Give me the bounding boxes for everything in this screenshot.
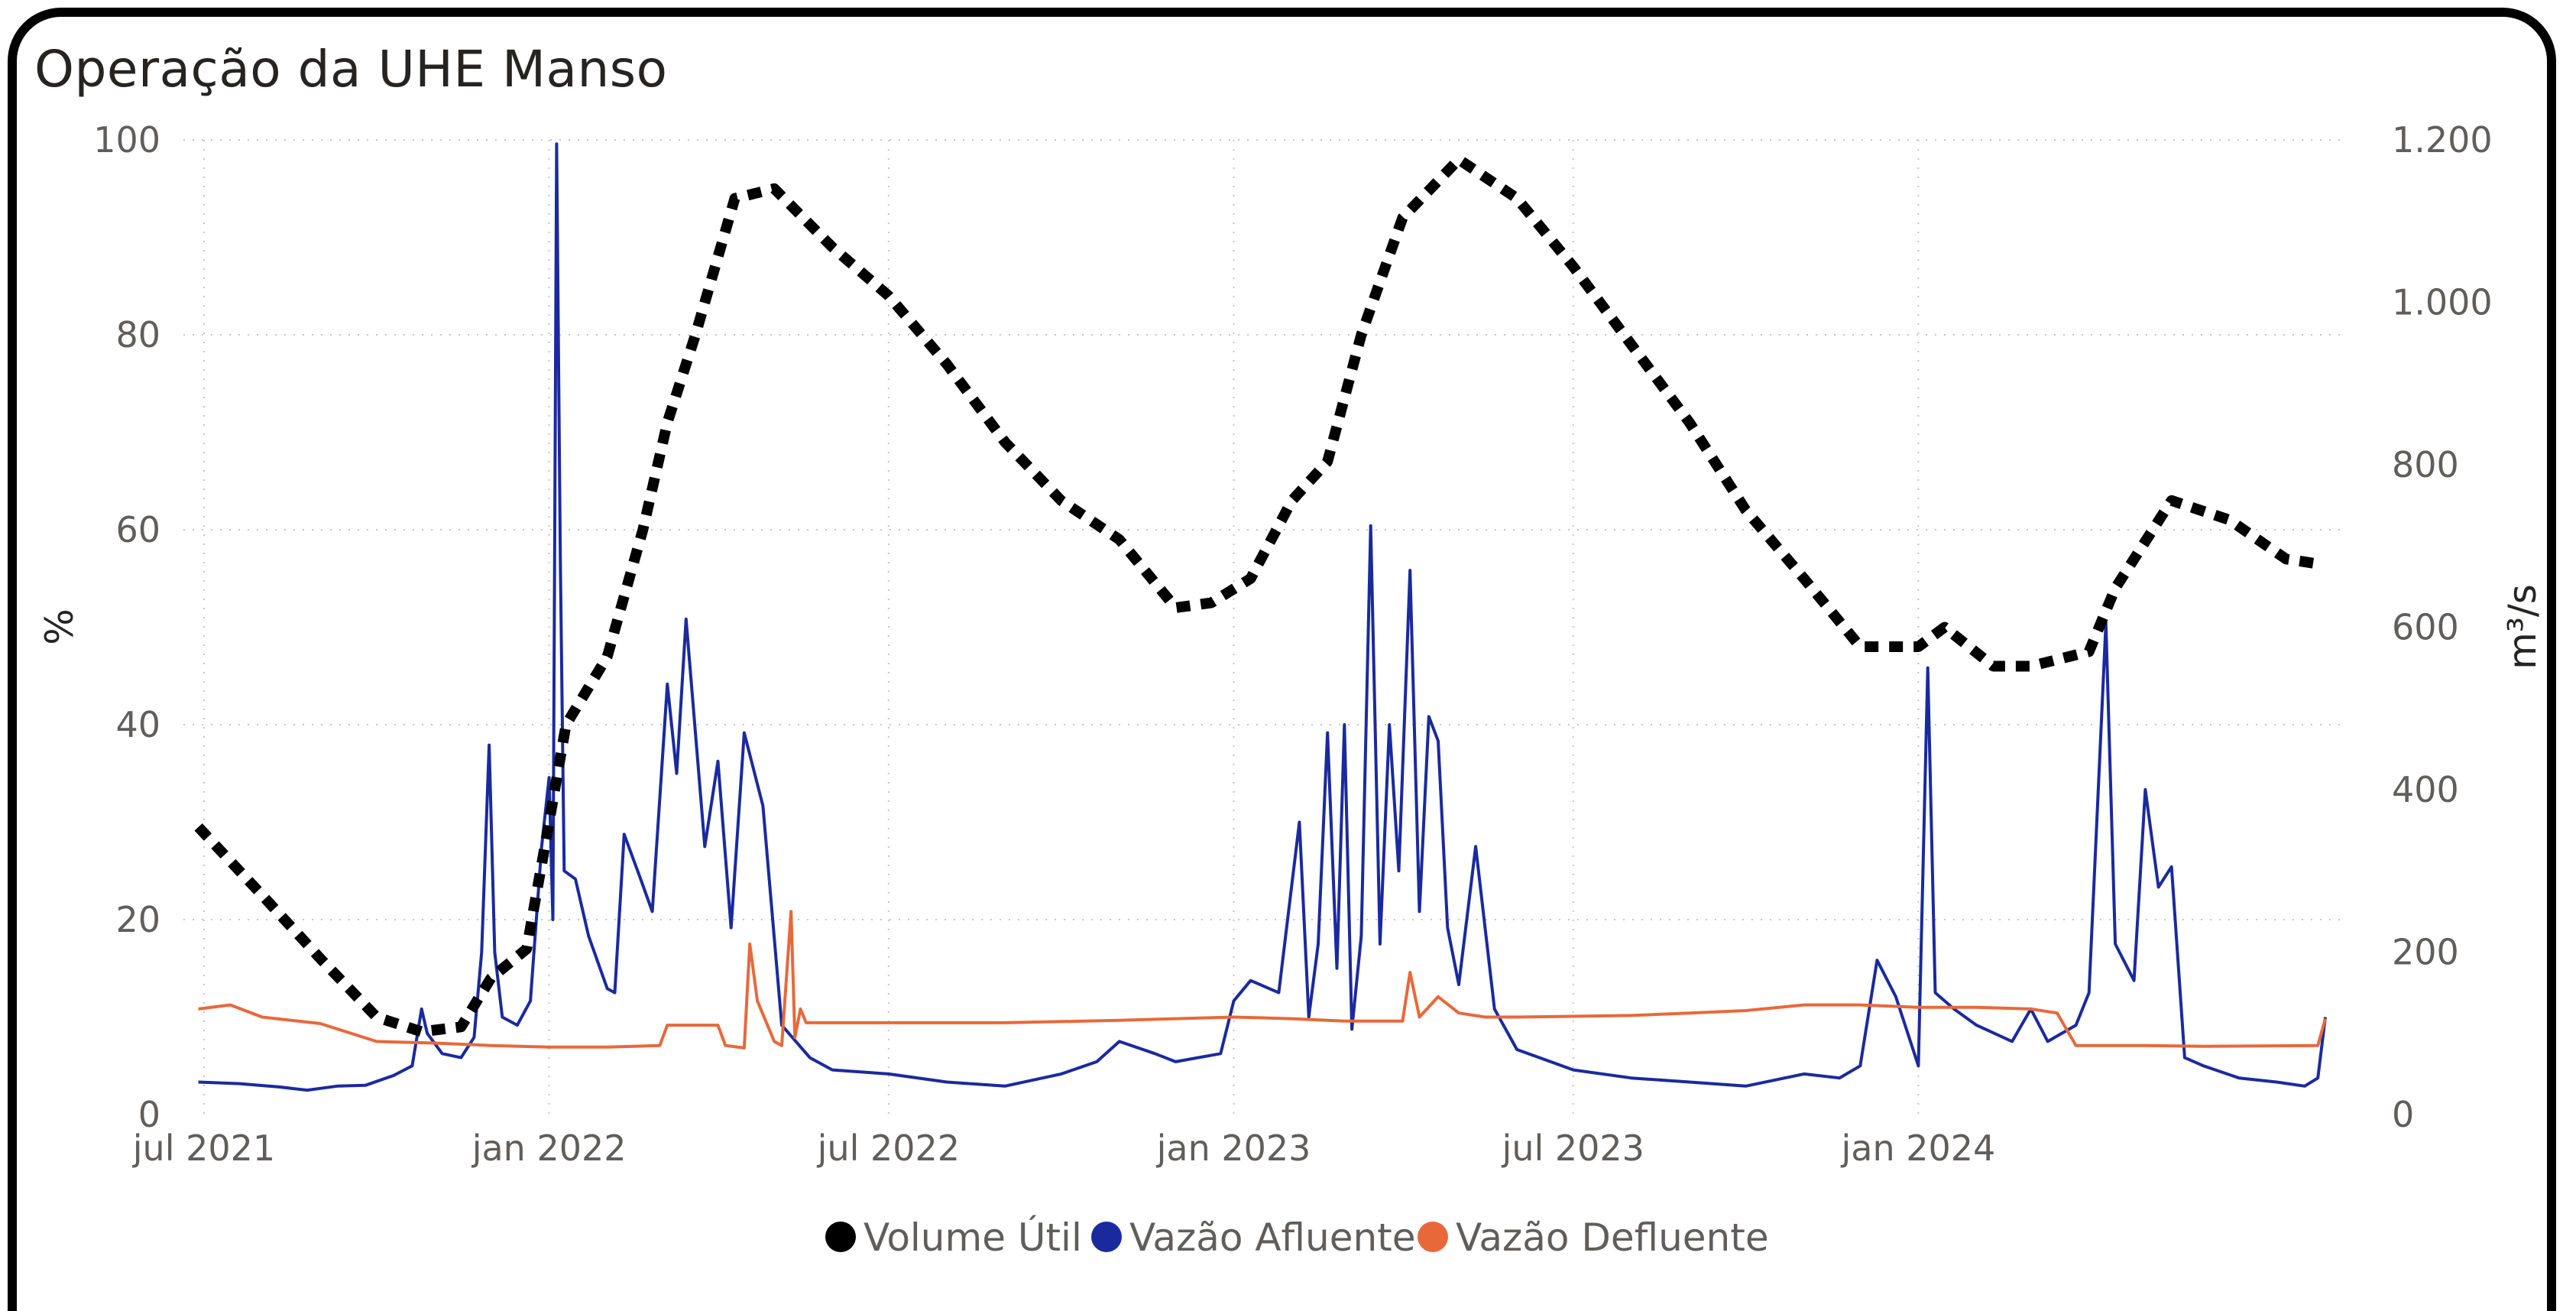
x-tick-label: jan 2023 (1156, 1128, 1311, 1169)
right-axis-ticks: 0 200 400 600 800 1.000 1.200 (2392, 119, 2493, 1135)
y-left-tick-label: 60 (115, 509, 160, 550)
y-right-tick-label: 400 (2392, 769, 2459, 810)
y-right-tick-label: 1.000 (2392, 282, 2493, 323)
legend-label-vazao-defluente: Vazão Defluente (1456, 1215, 1769, 1260)
y-left-tick-label: 0 (138, 1094, 160, 1135)
x-axis-ticks: jul 2021 jan 2022 jul 2022 jan 2023 jul 2023… (132, 1128, 1995, 1169)
y-right-tick-label: 200 (2392, 932, 2459, 973)
legend-marker-volume-util (825, 1222, 856, 1252)
y-right-tick-label: 1.200 (2392, 119, 2493, 161)
y-left-tick-label: 80 (115, 314, 160, 355)
x-tick-label: jul 2022 (817, 1128, 960, 1169)
series-line-volume-util (194, 154, 2319, 1037)
legend-marker-vazao-defluente (1418, 1222, 1448, 1252)
x-tick-label: jul 2021 (132, 1128, 275, 1169)
y-left-tick-label: 40 (115, 704, 160, 745)
grid-lines (183, 139, 2346, 1115)
y-right-axis-title: m³/s (2500, 584, 2545, 670)
legend-item-volume-util[interactable]: Volume Útil (825, 1215, 1082, 1260)
legend-marker-vazao-afluente (1091, 1222, 1122, 1252)
x-tick-label: jan 2022 (471, 1128, 627, 1169)
legend-item-vazao-defluente[interactable]: Vazão Defluente (1418, 1215, 1769, 1260)
y-right-tick-label: 800 (2392, 444, 2459, 485)
legend-item-vazao-afluente[interactable]: Vazão Afluente (1091, 1215, 1416, 1260)
y-right-tick-label: 0 (2392, 1094, 2414, 1135)
chart-card (8, 8, 2556, 1311)
legend-label-volume-util: Volume Útil (864, 1215, 1082, 1260)
legend-label-vazao-afluente: Vazão Afluente (1129, 1215, 1416, 1260)
chart-title: Operação da UHE Manso (34, 40, 668, 99)
series-lines (194, 142, 2327, 1092)
y-right-tick-label: 600 (2392, 607, 2459, 648)
y-left-tick-label: 100 (93, 119, 160, 161)
series-line-vazao-afluente (198, 142, 2327, 1092)
x-tick-label: jan 2024 (1840, 1128, 1995, 1169)
x-tick-label: jul 2023 (1502, 1128, 1644, 1169)
y-left-tick-label: 20 (115, 899, 160, 940)
legend[interactable]: Volume Útil Vazão Afluente Vazão Defluen… (825, 1215, 1769, 1260)
y-left-axis-title: % (37, 608, 82, 645)
left-axis-ticks: 0 20 40 60 80 100 (93, 119, 160, 1135)
series-line-vazao-defluente (198, 910, 2327, 1050)
